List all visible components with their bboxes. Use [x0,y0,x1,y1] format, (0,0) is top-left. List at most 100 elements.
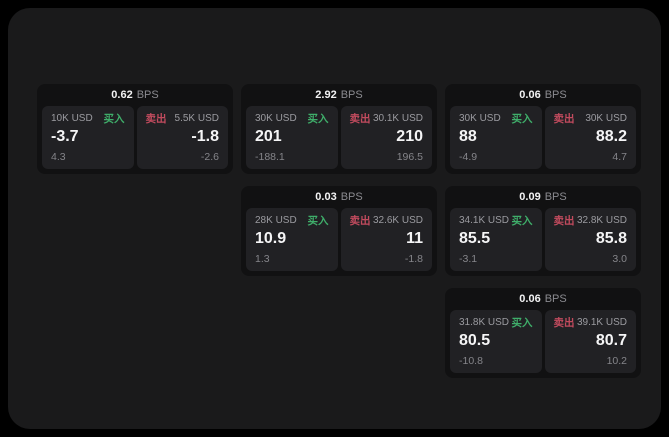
buy-panel[interactable]: 30K USD 买入 88 -4.9 [450,106,542,169]
buy-sub-value: -3.1 [459,253,478,265]
sell-price: 11 [406,230,423,247]
quote-card: 0.03 BPS 28K USD 买入 10.9 1.3 卖出 32.6K US… [241,186,437,276]
sell-panel[interactable]: 卖出 39.1K USD 80.7 10.2 [544,310,636,373]
buy-price: -3.7 [51,128,79,145]
buy-amount-label: 30K USD [255,113,297,124]
bps-unit-label: BPS [544,191,567,203]
sell-panel-top: 卖出 30.1K USD [350,113,424,125]
quote-card: 2.92 BPS 30K USD 买入 201 -188.1 卖出 30.1K … [241,84,437,174]
sell-panel[interactable]: 卖出 30.1K USD 210 196.5 [340,106,432,169]
buy-price: 10.9 [255,230,287,247]
card-header: 0.03 BPS [241,186,437,208]
quote-card: 0.06 BPS 31.8K USD 买入 80.5 -10.8 卖出 39.1… [445,288,641,378]
bps-value: 0.09 [519,191,541,203]
sell-price: 88.2 [595,128,627,145]
buy-panel[interactable]: 10K USD 买入 -3.7 4.3 [42,106,134,169]
buy-panel[interactable]: 31.8K USD 买入 80.5 -10.8 [450,310,542,373]
buy-side-label: 买入 [511,215,533,227]
bps-unit-label: BPS [136,89,159,101]
buy-side-label: 买入 [307,215,329,227]
buy-panel-top: 28K USD 买入 [255,215,329,227]
sell-side-label: 卖出 [349,113,371,125]
buy-amount-label: 28K USD [255,215,297,226]
sell-side-label: 卖出 [553,113,575,125]
quote-card: 0.06 BPS 30K USD 买入 88 -4.9 卖出 30K USD 8… [445,84,641,174]
bps-value: 0.06 [519,293,541,305]
sell-amount-label: 32.6K USD [372,215,423,226]
card-body: 30K USD 买入 88 -4.9 卖出 30K USD 88.2 4.7 [445,106,641,174]
buy-panel-top: 30K USD 买入 [255,113,329,125]
sell-panel[interactable]: 卖出 5.5K USD -1.8 -2.6 [136,106,228,169]
card-body: 34.1K USD 买入 85.5 -3.1 卖出 32.8K USD 85.8… [445,208,641,276]
sell-side-label: 卖出 [553,317,575,329]
sell-side-label: 卖出 [349,215,371,227]
bps-value: 2.92 [315,89,337,101]
sell-sub-value: 4.7 [612,151,627,163]
buy-price: 88 [459,128,477,145]
sell-amount-label: 30K USD [585,113,627,124]
card-header: 0.09 BPS [445,186,641,208]
sell-amount-label: 39.1K USD [576,317,627,328]
buy-panel-top: 34.1K USD 买入 [459,215,533,227]
sell-amount-label: 5.5K USD [174,113,219,124]
buy-amount-label: 30K USD [459,113,501,124]
sell-panel-top: 卖出 5.5K USD [146,113,220,125]
buy-panel[interactable]: 28K USD 买入 10.9 1.3 [246,208,338,271]
sell-side-label: 卖出 [145,113,167,125]
bps-unit-label: BPS [340,89,363,101]
buy-price: 80.5 [459,332,491,349]
bps-value: 0.03 [315,191,337,203]
buy-side-label: 买入 [103,113,125,125]
sell-sub-value: 3.0 [612,253,627,265]
sell-sub-value: -1.8 [404,253,423,265]
app-surface: 0.62 BPS 10K USD 买入 -3.7 4.3 卖出 5.5K USD… [8,8,661,429]
sell-amount-label: 32.8K USD [576,215,627,226]
sell-panel[interactable]: 卖出 32.6K USD 11 -1.8 [340,208,432,271]
buy-panel-top: 31.8K USD 买入 [459,317,533,329]
sell-panel-top: 卖出 39.1K USD [554,317,628,329]
bps-unit-label: BPS [544,89,567,101]
buy-amount-label: 34.1K USD [459,215,510,226]
sell-panel-top: 卖出 30K USD [554,113,628,125]
buy-side-label: 买入 [511,317,533,329]
sell-sub-value: -2.6 [200,151,219,163]
buy-price: 85.5 [459,230,491,247]
buy-side-label: 买入 [511,113,533,125]
buy-side-label: 买入 [307,113,329,125]
sell-price: 85.8 [595,230,627,247]
card-header: 0.06 BPS [445,288,641,310]
card-header: 0.62 BPS [37,84,233,106]
buy-panel[interactable]: 34.1K USD 买入 85.5 -3.1 [450,208,542,271]
buy-sub-value: -188.1 [255,151,285,163]
bps-unit-label: BPS [544,293,567,305]
quote-card: 0.62 BPS 10K USD 买入 -3.7 4.3 卖出 5.5K USD… [37,84,233,174]
sell-panel-top: 卖出 32.8K USD [554,215,628,227]
card-header: 2.92 BPS [241,84,437,106]
buy-sub-value: 1.3 [255,253,270,265]
buy-sub-value: -10.8 [459,355,483,367]
buy-sub-value: 4.3 [51,151,66,163]
buy-panel-top: 30K USD 买入 [459,113,533,125]
sell-price: 210 [396,128,423,145]
bps-value: 0.06 [519,89,541,101]
buy-sub-value: -4.9 [459,151,478,163]
sell-amount-label: 30.1K USD [372,113,423,124]
quote-card-grid: 0.62 BPS 10K USD 买入 -3.7 4.3 卖出 5.5K USD… [37,84,641,378]
card-body: 10K USD 买入 -3.7 4.3 卖出 5.5K USD -1.8 -2.… [37,106,233,174]
sell-sub-value: 10.2 [606,355,627,367]
sell-side-label: 卖出 [553,215,575,227]
buy-panel-top: 10K USD 买入 [51,113,125,125]
bps-value: 0.62 [111,89,133,101]
card-header: 0.06 BPS [445,84,641,106]
sell-price: 80.7 [595,332,627,349]
bps-unit-label: BPS [340,191,363,203]
sell-panel[interactable]: 卖出 32.8K USD 85.8 3.0 [544,208,636,271]
buy-panel[interactable]: 30K USD 买入 201 -188.1 [246,106,338,169]
card-body: 28K USD 买入 10.9 1.3 卖出 32.6K USD 11 -1.8 [241,208,437,276]
sell-panel-top: 卖出 32.6K USD [350,215,424,227]
sell-panel[interactable]: 卖出 30K USD 88.2 4.7 [544,106,636,169]
buy-price: 201 [255,128,282,145]
card-body: 30K USD 买入 201 -188.1 卖出 30.1K USD 210 1… [241,106,437,174]
quote-card: 0.09 BPS 34.1K USD 买入 85.5 -3.1 卖出 32.8K… [445,186,641,276]
buy-amount-label: 31.8K USD [459,317,510,328]
